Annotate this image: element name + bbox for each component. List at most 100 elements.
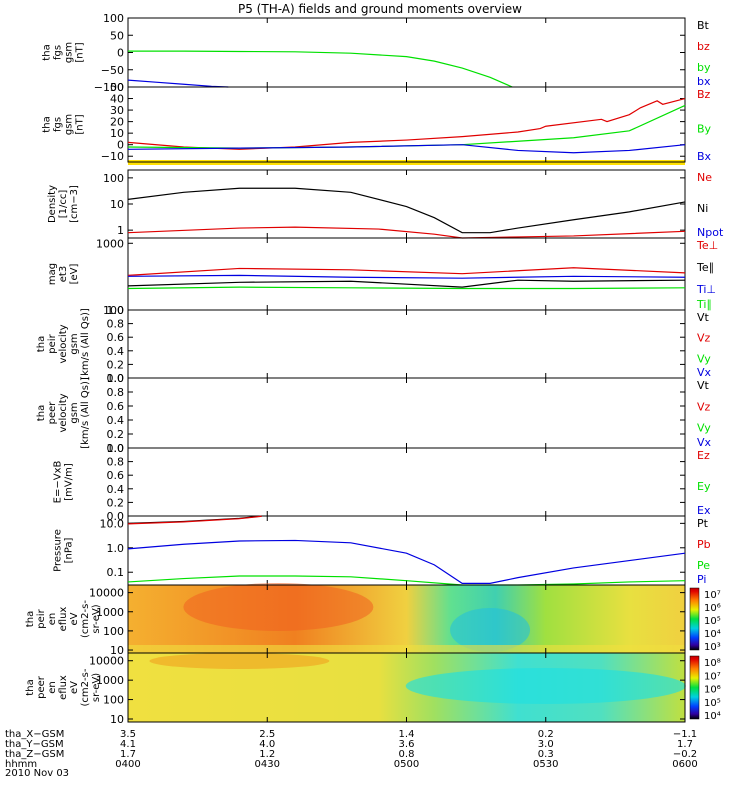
series-line-Te∥: [127, 279, 686, 288]
y-tick-label: 40: [110, 93, 124, 106]
panel-frame: [127, 447, 686, 517]
y-axis-label: tha peir velocity gsm [km/s (All Qs)]: [36, 308, 91, 380]
y-axis-label-line: [cm−3]: [69, 185, 80, 223]
y-axis-label-line: et3: [58, 266, 69, 282]
y-axis-label: mag et3 [eV]: [47, 263, 80, 285]
y-tick-label: 1000: [96, 237, 124, 250]
legend-label: Ti∥: [696, 298, 712, 311]
y-tick-label: 100: [103, 172, 124, 185]
panel-frame: [127, 309, 686, 379]
y-tick-label: 10.0: [100, 517, 125, 530]
y-axis-label: tha fgs gsm [nT]: [42, 42, 86, 63]
y-tick-label: 1000: [96, 606, 124, 619]
legend-label: Te⊥: [696, 239, 718, 252]
y-axis-label-line: en: [47, 681, 58, 694]
colorbar-tick-label: 10⁷: [704, 590, 721, 601]
legend-label: Ex: [697, 504, 711, 517]
legend-label: Ni: [697, 202, 708, 215]
series-line-Ne: [127, 226, 686, 239]
y-axis-label-line: tha: [25, 611, 36, 627]
x-axis-row-value: −1.1: [673, 729, 697, 740]
y-axis-label-line: [mV/m]: [64, 463, 75, 501]
y-tick-label: 0.0: [107, 510, 125, 523]
y-tick-label: 1.0: [107, 304, 125, 317]
series-line-by: [128, 50, 513, 88]
x-axis-row-label: tha_Y−GSM: [5, 739, 64, 750]
y-tick-label: 0: [117, 47, 124, 60]
legend-label: Vt: [697, 311, 710, 324]
y-axis-label-line: mag: [47, 263, 58, 285]
y-tick-label: 50: [110, 29, 124, 42]
y-axis-label-line: E=−VxB: [53, 461, 64, 504]
y-tick-label: 0.6: [107, 400, 125, 413]
y-axis-label-line: peir: [36, 608, 47, 628]
y-axis-label-line: tha: [42, 116, 53, 132]
x-axis-annotation: tha_X−GSM 3.5 2.5 1.4 0.2 −1.1 tha_Y−GSM 4.1 4.0…: [5, 729, 698, 770]
legend-label: by: [697, 61, 711, 74]
y-axis-label: E=−VxB [mV/m]: [53, 461, 75, 504]
y-axis-label-line: [1/cc]: [58, 190, 69, 219]
panel-frame: [127, 377, 686, 449]
legend-label: Vx: [697, 436, 712, 449]
y-axis-label: tha peer en eflux eV (cm2-s-sr-eV): [25, 668, 102, 706]
colorbar: 10⁸ 10⁷ 10⁶ 10⁵ 10⁴: [689, 655, 721, 722]
y-axis-label-line: [eV]: [69, 264, 80, 285]
y-axis-label-line: tha: [42, 44, 53, 60]
y-tick-label: 100: [103, 694, 124, 707]
x-axis-row-value: 4.0: [259, 739, 275, 750]
y-tick-label: 0.4: [107, 345, 125, 358]
y-axis-label-line: (cm2-s-: [80, 668, 91, 706]
panel-frame: [127, 515, 686, 586]
spectrogram-cool-region: [450, 608, 531, 652]
y-tick-label: 0.8: [107, 318, 125, 331]
series-line-Ti∥: [127, 286, 686, 290]
colorbar-tick-label: 10⁵: [704, 616, 721, 627]
y-tick-label: 10: [110, 127, 124, 140]
y-tick-label: 0.4: [107, 414, 125, 427]
panel-p10: 10⁸ 10⁷ 10⁶ 10⁵ 10⁴ 10000 1000 100 10 tha peer en ef…: [25, 652, 721, 726]
legend-label: Ez: [697, 449, 710, 462]
y-tick-label: 0.2: [107, 428, 125, 441]
y-axis-label-line: fgs: [53, 117, 64, 132]
series-line-Te⊥: [127, 267, 686, 277]
y-axis-label-line: eV: [69, 681, 80, 694]
y-axis-label-line: (cm2-s-: [80, 600, 91, 638]
y-tick-label: 0.8: [107, 456, 125, 469]
series-line-Ni: [127, 187, 686, 234]
y-axis-label: tha peer velocity gsm [km/s (All Qs)]: [36, 377, 91, 449]
x-axis-row-value: 1.7: [677, 739, 693, 750]
y-tick-label: 0.0: [107, 372, 125, 385]
y-tick-label: 10000: [89, 655, 124, 668]
panel-p6: 1.0 0.80.60.40.2 0.0 tha peer velocity gsm [km/…: [36, 372, 712, 455]
legend-label: Ti⊥: [696, 283, 716, 296]
y-tick-label: −10: [101, 150, 124, 163]
y-tick-label: 10: [110, 713, 124, 726]
y-tick-label: 0.6: [107, 331, 125, 344]
colorbar: 10⁷ 10⁶ 10⁵ 10⁴ 10³: [689, 587, 721, 653]
legend-label: Vy: [697, 422, 711, 435]
y-tick-label: 10000: [89, 587, 124, 600]
series-line-bx: [127, 79, 229, 88]
plot-title: P5 (TH-A) fields and ground moments over…: [238, 2, 522, 16]
colorbar-tick-label: 10⁵: [704, 698, 721, 709]
colorbar-tick-label: 10⁸: [704, 658, 721, 669]
y-tick-label: 100: [103, 12, 124, 25]
series-line-Ti⊥: [127, 274, 686, 279]
y-axis-label-line: [nPa]: [64, 537, 75, 563]
legend-label: Vz: [697, 332, 711, 345]
legend-label: Pb: [697, 538, 711, 551]
x-axis-row-value: 1.7: [120, 749, 136, 760]
y-tick-label: 0.8: [107, 386, 125, 399]
colorbar-tick-label: 10⁶: [704, 685, 721, 696]
colorbar-tick-label: 10³: [704, 642, 721, 653]
x-axis-row-value: 3.5: [120, 729, 136, 740]
panel-p9: 10⁷ 10⁶ 10⁵ 10⁴ 10³ 10000 1000 100 10 tha peir en ef…: [25, 583, 721, 657]
series-line-Bz: [127, 97, 686, 150]
y-tick-label: 1.0: [107, 442, 125, 455]
date-label: 2010 Nov 03: [5, 768, 69, 779]
